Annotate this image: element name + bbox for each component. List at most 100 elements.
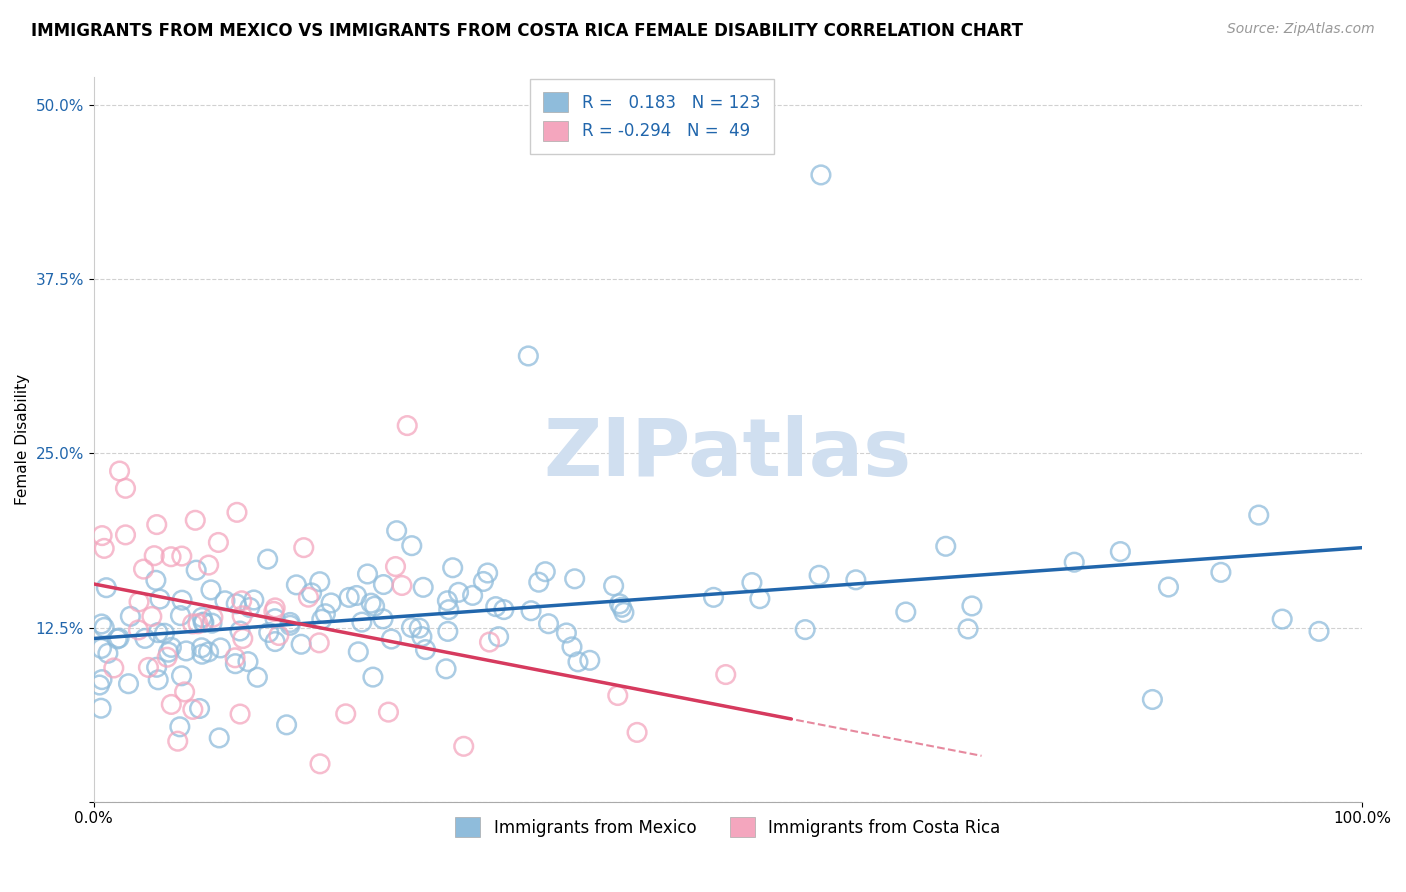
Point [89,678,111,692]
Point [90,617,112,632]
Point [1109,544,1132,558]
Point [290,637,312,651]
Point [447,585,470,599]
Point [170,549,193,563]
Point [845,573,868,587]
Point [208,731,231,745]
Point [292,541,315,555]
Point [347,645,370,659]
Text: ZIPatlas: ZIPatlas [544,415,912,493]
Point [127,623,149,637]
Point [610,600,633,615]
Point [108,464,131,478]
Point [193,615,215,630]
Point [256,552,278,566]
Point [453,739,475,754]
Point [957,622,980,636]
Point [412,580,434,594]
Point [257,625,280,640]
Point [267,628,290,642]
Point [415,642,437,657]
Point [170,593,193,607]
Point [145,517,167,532]
Point [537,616,560,631]
Point [309,756,332,771]
Point [384,559,406,574]
Point [810,168,832,182]
Point [808,568,831,582]
Point [380,632,402,646]
Point [602,579,624,593]
Point [894,605,917,619]
Point [609,597,631,611]
Point [436,594,458,608]
Point [263,604,285,618]
Point [169,608,191,623]
Point [434,662,457,676]
Point [145,660,167,674]
Point [90,701,112,715]
Point [231,608,253,623]
Point [461,588,484,602]
Point [141,609,163,624]
Point [191,615,214,629]
Point [350,615,373,629]
Point [308,574,330,589]
Point [478,635,501,649]
Point [93,541,115,556]
Point [555,626,578,640]
Point [401,620,423,634]
Point [411,630,433,644]
Point [246,670,269,684]
Point [702,591,724,605]
Point [108,631,131,645]
Point [201,610,224,624]
Point [114,528,136,542]
Point [134,632,156,646]
Text: Source: ZipAtlas.com: Source: ZipAtlas.com [1227,22,1375,37]
Point [90,641,112,656]
Point [960,599,983,613]
Point [186,563,208,577]
Point [278,615,301,630]
Point [335,706,357,721]
Point [160,549,183,564]
Point [229,707,252,722]
Point [132,562,155,576]
Point [1271,612,1294,626]
Point [145,574,167,588]
Point [1142,692,1164,706]
Point [311,612,333,626]
Point [1209,566,1232,580]
Point [197,645,219,659]
Point [408,621,430,635]
Point [226,505,249,519]
Point [181,702,204,716]
Point [190,640,212,655]
Point [391,578,413,592]
Point [120,609,142,624]
Point [613,606,636,620]
Point [363,599,385,614]
Y-axis label: Female Disability: Female Disability [15,374,30,505]
Point [441,560,464,574]
Point [146,625,169,640]
Point [201,616,224,631]
Point [527,575,550,590]
Point [346,589,368,603]
Point [264,601,287,615]
Point [626,725,648,739]
Point [224,657,246,671]
Point [561,640,583,654]
Point [401,539,423,553]
Point [93,620,115,634]
Point [160,640,183,655]
Point [148,673,170,687]
Point [578,653,600,667]
Point [437,603,460,617]
Point [97,646,120,660]
Point [149,592,172,607]
Point [187,616,209,631]
Point [741,575,763,590]
Point [794,623,817,637]
